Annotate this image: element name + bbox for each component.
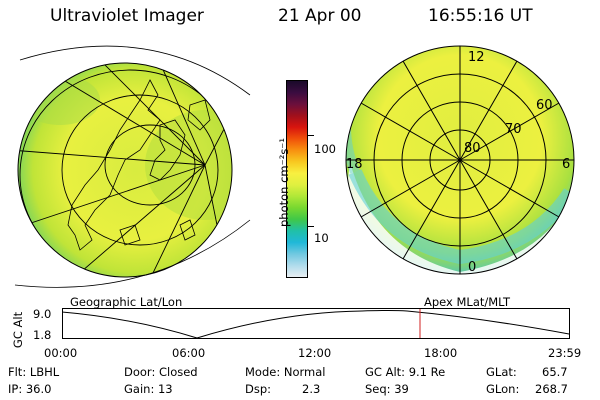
colorbar-label-100: 100 (314, 142, 336, 156)
info-dsp-value: 2.3 (302, 382, 321, 396)
altitude-ytick-9: 9.0 (33, 307, 52, 321)
altitude-xtick-0600: 06:00 (172, 346, 206, 360)
info-dsp-label: Dsp: (245, 382, 272, 396)
info-door: Door: Closed (124, 365, 198, 379)
geographic-caption: Geographic Lat/Lon (70, 295, 183, 309)
colorbar-tick-100 (308, 135, 314, 136)
colorbar-label-10: 10 (314, 231, 329, 245)
mlt-label-12: 12 (468, 50, 485, 65)
apex-map: 12 18 6 0 80 70 60 (345, 45, 575, 275)
info-mode: Mode: Normal (245, 365, 326, 379)
colorbar-tick-10 (308, 226, 314, 227)
info-glat-label: GLat: (486, 365, 517, 379)
colorbar-unit: photon cm⁻²s⁻¹ (277, 138, 291, 227)
altitude-xtick-0000: 00:00 (44, 346, 78, 360)
apex-caption: Apex MLat/MLT (424, 295, 511, 309)
colorbar-gradient (287, 81, 307, 277)
info-glat-value: 65.7 (542, 365, 568, 379)
mlt-label-6: 6 (562, 157, 570, 172)
altitude-plot (62, 308, 570, 339)
altitude-xtick-2359: 23:59 (548, 346, 582, 360)
altitude-ytick-1-8: 1.8 (33, 328, 52, 342)
info-flt: Flt: LBHL (8, 365, 60, 379)
instrument-title: Ultraviolet Imager (50, 6, 204, 26)
info-glon-value: 268.7 (535, 382, 568, 396)
geographic-map (14, 45, 251, 288)
altitude-xtick-1200: 12:00 (298, 346, 332, 360)
altitude-curve (62, 310, 570, 339)
mlat-label-60: 60 (536, 98, 553, 113)
image-date: 21 Apr 00 (278, 6, 362, 26)
info-glon-label: GLon: (486, 382, 520, 396)
info-gc-alt: GC Alt: 9.1 Re (365, 365, 446, 379)
mlat-label-70: 70 (505, 122, 522, 137)
image-time: 16:55:16 UT (428, 6, 533, 26)
altitude-axis-title: GC Alt (11, 311, 25, 349)
info-ip: IP: 36.0 (8, 382, 52, 396)
info-gain: Gain: 13 (124, 382, 173, 396)
info-seq: Seq: 39 (365, 382, 409, 396)
mlt-label-18: 18 (346, 157, 363, 172)
colorbar (286, 80, 308, 278)
altitude-xtick-1800: 18:00 (424, 346, 458, 360)
mlat-label-80: 80 (464, 141, 481, 156)
mlt-label-0: 0 (468, 260, 476, 275)
